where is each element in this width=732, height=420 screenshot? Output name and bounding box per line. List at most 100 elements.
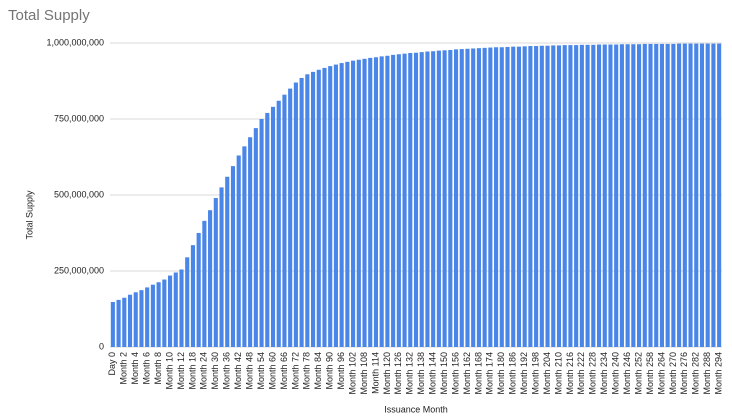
bar — [442, 50, 447, 348]
bar — [419, 52, 424, 348]
bar — [413, 52, 419, 348]
x-tick-label: Month 162 — [462, 352, 472, 395]
bar — [396, 54, 401, 348]
bar — [139, 290, 144, 347]
x-tick-label: Month 258 — [645, 352, 655, 395]
bar — [185, 257, 190, 347]
x-tick-label: Month 216 — [565, 352, 575, 395]
y-tick-label: 500,000,000 — [54, 189, 104, 199]
bar — [339, 63, 344, 348]
bar — [694, 43, 699, 347]
x-tick-label: Month 132 — [405, 352, 415, 395]
bar — [116, 299, 121, 347]
bar — [614, 44, 619, 348]
bar — [133, 292, 138, 347]
bar — [654, 43, 659, 348]
x-tick-label: Month 108 — [359, 352, 369, 395]
bar — [213, 198, 218, 347]
x-tick-label: Month 90 — [325, 352, 335, 390]
bar — [196, 233, 201, 347]
bar — [619, 44, 624, 347]
bar — [625, 44, 630, 347]
x-tick-label: Month 72 — [290, 352, 300, 390]
y-axis-label: Total Supply — [24, 190, 34, 240]
x-tick-label: Month 264 — [656, 352, 666, 395]
x-tick-label: Month 240 — [611, 352, 621, 395]
x-tick-label: Month 78 — [302, 352, 312, 390]
x-tick-label: Month 30 — [210, 352, 220, 390]
x-tick-label: Month 288 — [702, 352, 712, 395]
bar — [659, 43, 665, 348]
bar — [494, 47, 499, 347]
bar — [499, 47, 504, 347]
x-tick-label: Month 18 — [187, 352, 197, 390]
bar — [631, 44, 636, 347]
x-tick-label: Month 138 — [416, 352, 426, 395]
bar — [516, 46, 522, 347]
bar — [665, 43, 670, 348]
bar — [637, 44, 642, 347]
bar — [208, 210, 213, 347]
bar — [122, 297, 127, 347]
bar — [556, 45, 562, 347]
bar — [373, 57, 379, 348]
x-tick-label: Month 204 — [542, 352, 552, 395]
x-tick-label: Month 174 — [485, 352, 495, 395]
x-tick-label: Month 66 — [279, 352, 289, 390]
bar — [699, 43, 705, 347]
x-tick-label: Month 84 — [313, 352, 323, 390]
bar — [379, 56, 384, 347]
bar — [717, 43, 722, 347]
x-tick-label: Month 222 — [576, 352, 586, 395]
bar — [150, 284, 155, 347]
x-tick-label: Month 246 — [622, 352, 632, 395]
bar — [345, 61, 350, 348]
x-tick-label: Month 114 — [370, 352, 380, 394]
x-tick-label: Month 60 — [267, 352, 277, 390]
bar — [368, 57, 373, 348]
bar — [288, 88, 293, 347]
bar — [127, 294, 133, 347]
bar — [173, 272, 178, 347]
x-tick-label: Month 54 — [256, 352, 266, 390]
bar — [602, 44, 607, 348]
bar — [671, 43, 676, 348]
x-tick-label: Month 186 — [508, 352, 518, 395]
x-tick-label: Day 0 — [107, 352, 117, 376]
bar — [230, 166, 236, 347]
bar — [545, 45, 550, 348]
bar — [276, 100, 281, 347]
bar — [322, 67, 327, 347]
x-tick-label: Month 228 — [588, 352, 598, 395]
x-tick-label: Month 4 — [130, 352, 140, 385]
bar — [190, 245, 195, 347]
x-tick-label: Month 156 — [450, 352, 460, 395]
bar — [682, 43, 687, 347]
bar — [202, 220, 207, 347]
x-tick-label: Month 120 — [382, 352, 392, 395]
bar — [362, 58, 367, 348]
bar — [299, 77, 304, 348]
bar — [642, 43, 647, 348]
bar — [539, 45, 544, 348]
bar — [162, 279, 167, 347]
bar — [248, 137, 253, 347]
bar — [402, 53, 407, 347]
y-tick-label: 250,000,000 — [54, 265, 104, 275]
x-tick-label: Month 6 — [142, 352, 152, 385]
bar — [356, 59, 361, 347]
bar — [476, 48, 481, 347]
y-tick-label: 1,000,000,000 — [46, 37, 104, 47]
bar — [585, 44, 590, 347]
bar — [705, 43, 710, 347]
bar — [242, 146, 247, 347]
bar — [522, 46, 527, 348]
bar — [145, 287, 150, 347]
bar — [511, 46, 516, 347]
bar — [156, 282, 161, 347]
bar — [265, 112, 270, 347]
x-tick-label: Month 252 — [633, 352, 643, 395]
bar — [488, 47, 493, 348]
